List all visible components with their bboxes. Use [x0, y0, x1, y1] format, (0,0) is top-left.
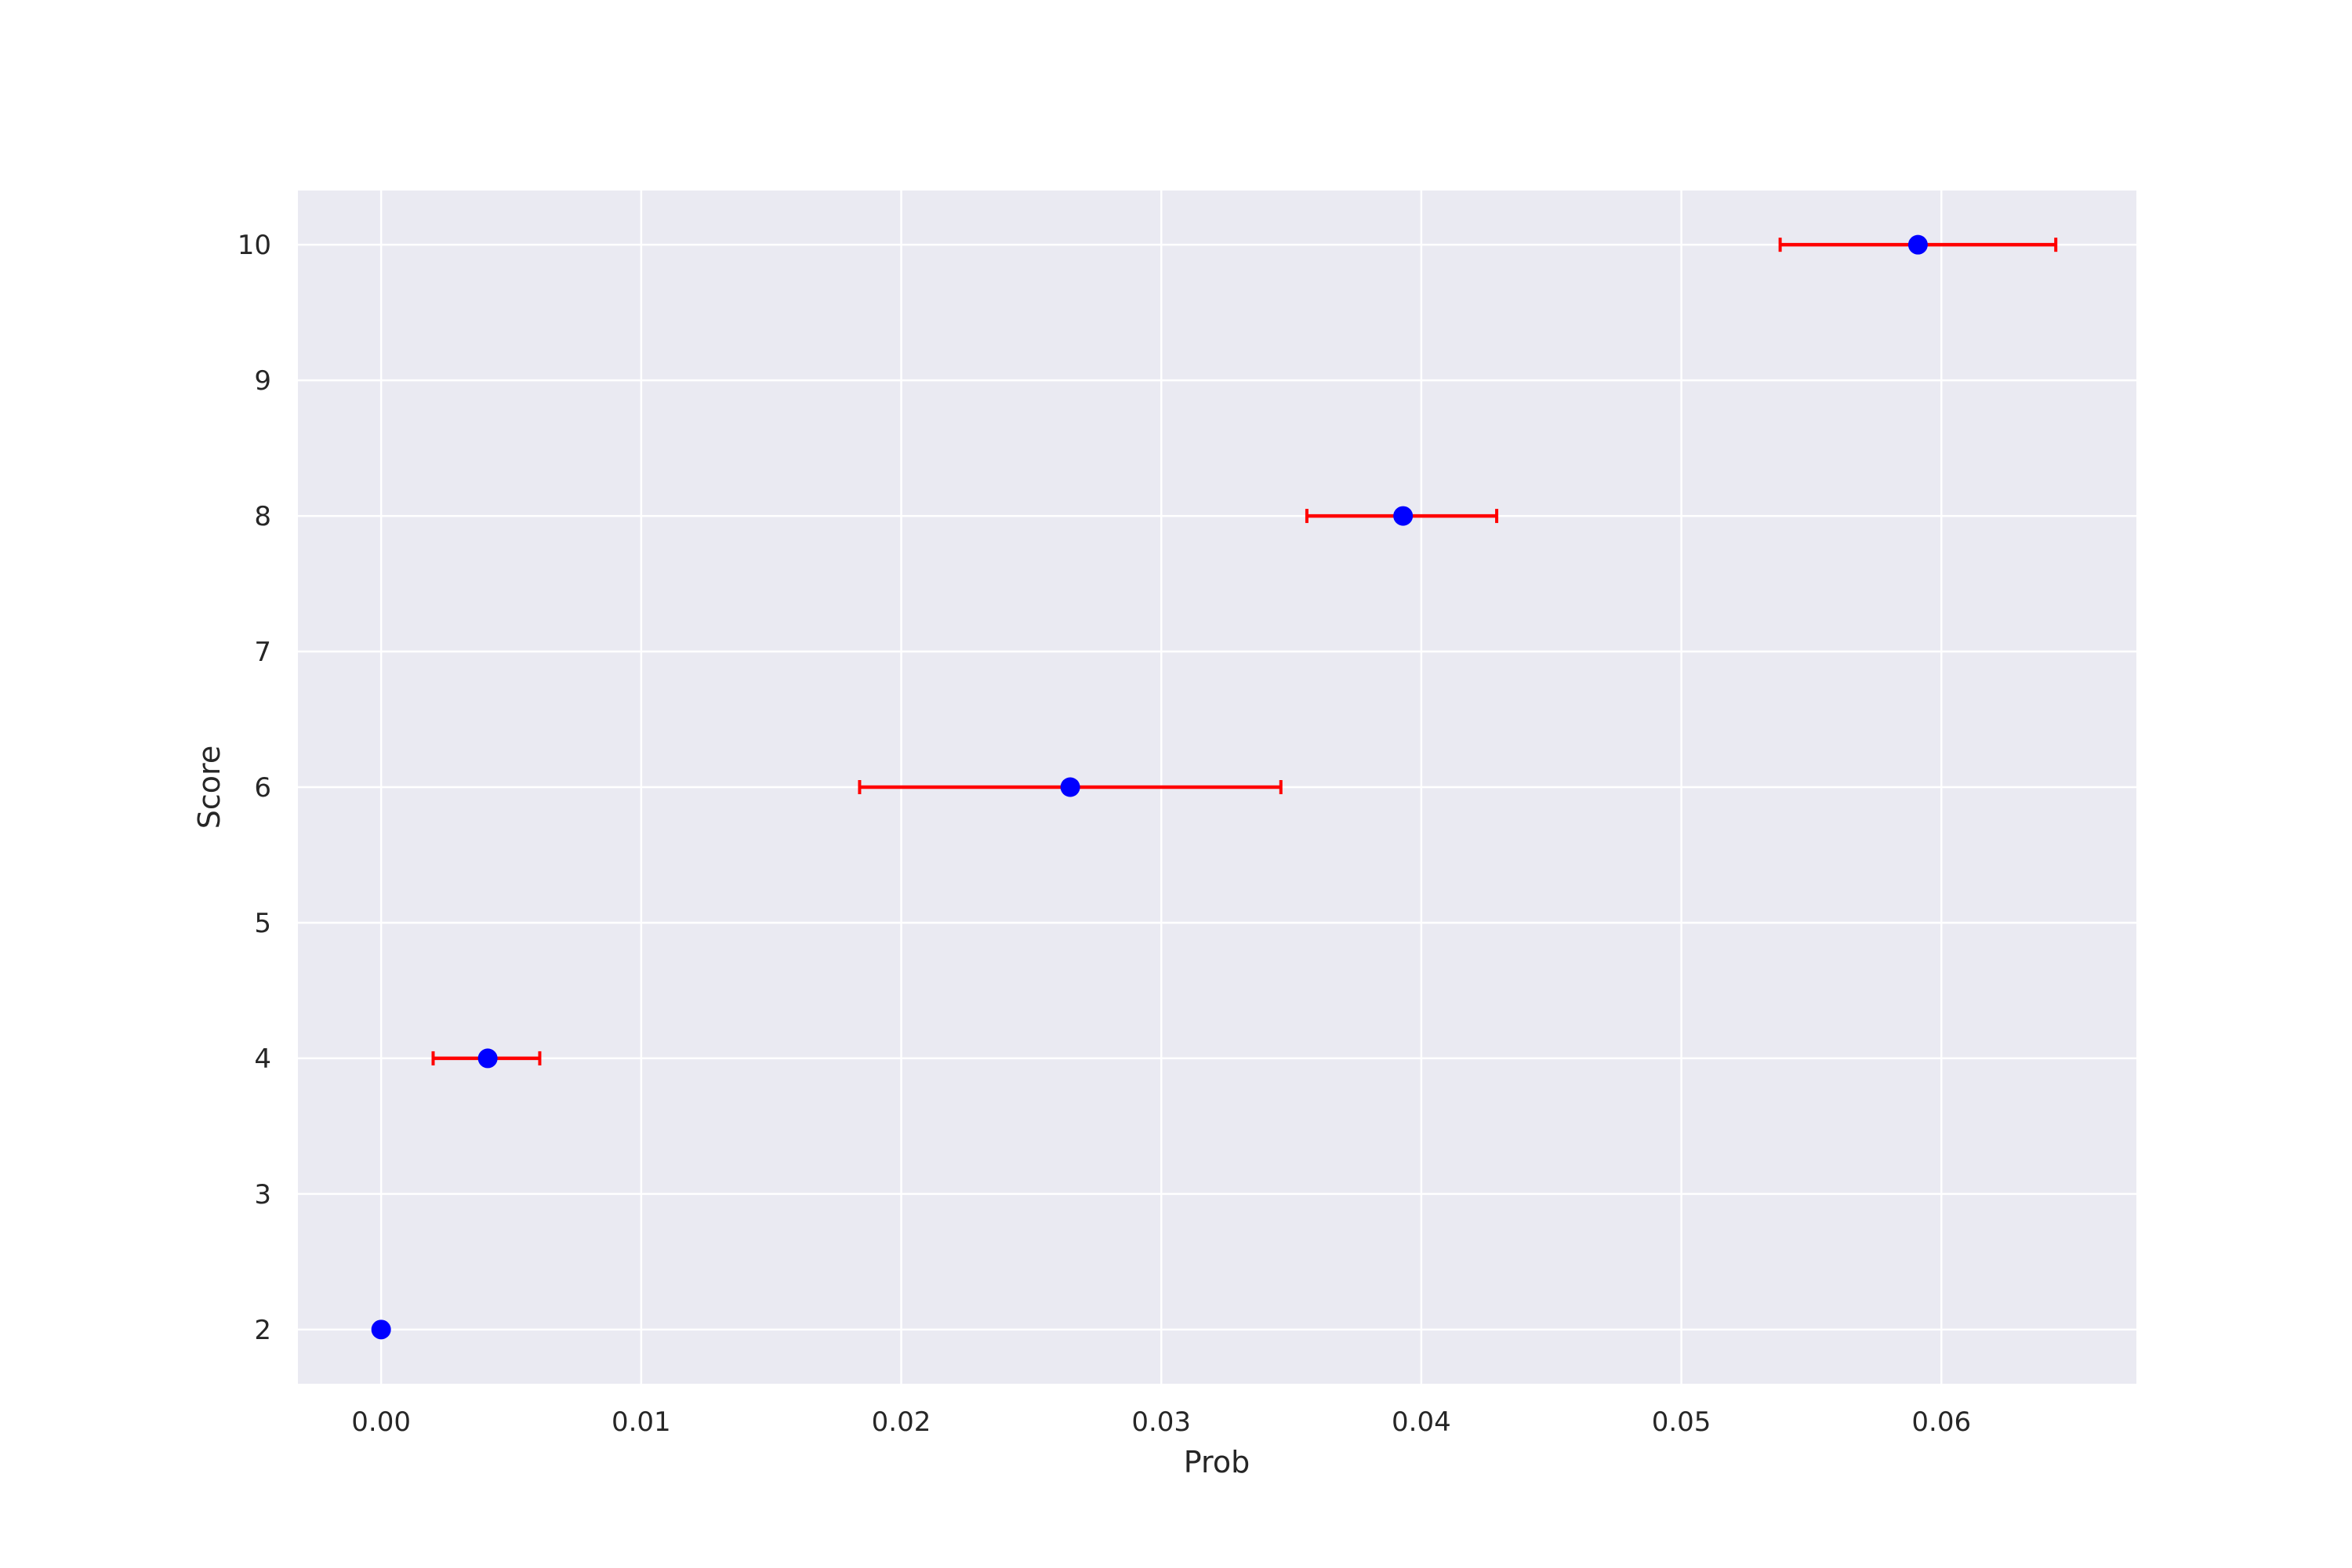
y-tick-label: 4	[254, 1044, 271, 1075]
y-tick-label: 6	[254, 772, 271, 804]
x-tick-label: 0.05	[1652, 1406, 1711, 1438]
y-axis-label: Score	[192, 746, 227, 829]
x-tick-label: 0.04	[1392, 1406, 1451, 1438]
gridlines	[298, 191, 2136, 1384]
y-tick-label: 2	[254, 1315, 271, 1346]
y-tick-label: 7	[254, 637, 271, 668]
data-point	[477, 1048, 498, 1069]
data-point	[1907, 234, 1928, 255]
y-tick-label: 10	[238, 230, 271, 261]
x-tick-label: 0.01	[612, 1406, 671, 1438]
x-tick-label: 0.00	[351, 1406, 411, 1438]
y-tick-label: 5	[254, 908, 271, 939]
y-tick-labels: 2 3 4 5 6 7 8 9 10	[238, 230, 271, 1346]
data-points	[371, 234, 1928, 1340]
x-tick-label: 0.02	[872, 1406, 931, 1438]
x-tick-label: 0.03	[1131, 1406, 1191, 1438]
data-point	[371, 1319, 391, 1340]
x-tick-label: 0.06	[1911, 1406, 1971, 1438]
x-axis-label: Prob	[1184, 1445, 1250, 1479]
x-tick-labels: 0.00 0.01 0.02 0.03 0.04 0.05 0.06	[351, 1406, 1971, 1438]
y-tick-label: 3	[254, 1179, 271, 1210]
data-point	[1060, 777, 1080, 797]
y-tick-label: 8	[254, 501, 271, 532]
data-point	[1393, 506, 1414, 526]
y-tick-label: 9	[254, 365, 271, 397]
